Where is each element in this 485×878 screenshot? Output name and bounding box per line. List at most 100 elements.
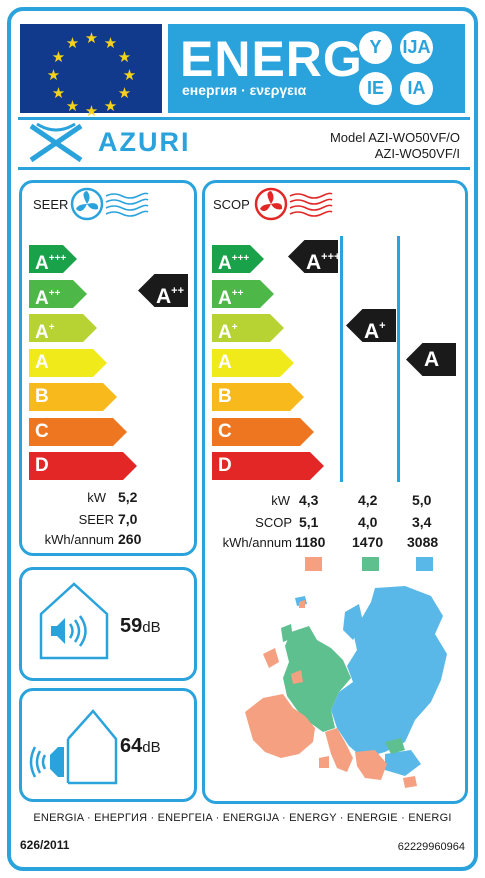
seer-class-arrow: A+ <box>29 314 97 343</box>
eu-star-icon: ★ <box>65 98 80 115</box>
scop-cold-annual: 3088 <box>407 534 439 550</box>
seer-seer-value: 7,0 <box>118 511 138 527</box>
scop-warm-kw: 4,3 <box>299 492 319 508</box>
seer-annual-label: kWh/annum <box>44 532 114 547</box>
energy-title: ENERG <box>180 31 363 87</box>
eu-star-icon: ★ <box>46 67 61 84</box>
indoor-noise-value: 59dB <box>120 615 161 638</box>
scop-average-result-class: A+ <box>346 309 396 343</box>
scop-warm-result-label: A+++ <box>306 251 341 274</box>
eu-star-icon: ★ <box>84 103 99 120</box>
seer-class-label: D <box>35 455 49 476</box>
eu-star-icon: ★ <box>51 85 66 102</box>
lang-code: Y <box>359 31 392 64</box>
column-divider <box>340 236 343 482</box>
eu-star-icon: ★ <box>103 35 118 52</box>
scop-class-arrow: C <box>212 417 314 446</box>
seer-panel <box>19 180 197 556</box>
scop-class-label: B <box>218 386 232 407</box>
scop-average-scop: 4,0 <box>358 514 378 530</box>
scop-class-arrow: D <box>212 452 324 480</box>
scop-kw-label: kW <box>271 493 290 508</box>
eu-star-icon: ★ <box>117 85 132 102</box>
warm-zone-swatch <box>305 557 322 571</box>
eu-star-icon: ★ <box>122 67 137 84</box>
scop-class-arrow: A <box>212 348 294 377</box>
seer-seer-label: SEER <box>78 512 114 527</box>
scop-annual-label: kWh/annum <box>222 535 292 550</box>
seer-class-arrow: C <box>29 417 127 446</box>
scop-average-kw: 4,2 <box>358 492 378 508</box>
outdoor-noise-panel <box>19 688 197 802</box>
scop-warm-annual: 1180 <box>295 534 326 550</box>
scop-warm-result-class: A+++ <box>288 240 341 274</box>
outdoor-unit-sound-icon <box>29 709 118 785</box>
seer-kw-value: 5,2 <box>118 489 138 505</box>
lang-code: IE <box>359 72 392 105</box>
indoor-db-number: 59 <box>120 615 143 637</box>
seer-class-arrow: D <box>29 452 137 480</box>
scop-class-arrow: A+ <box>212 314 284 343</box>
seer-class-arrow: A <box>29 348 107 377</box>
eu-star-icon: ★ <box>103 98 118 115</box>
scop-class-arrow: A++ <box>212 279 274 309</box>
scop-scop-label: SCOP <box>255 515 292 530</box>
seer-class-label: B <box>35 386 49 407</box>
scop-class-label: A+++ <box>218 253 250 274</box>
azuri-logo-icon <box>29 122 83 163</box>
outdoor-db-number: 64 <box>120 735 143 757</box>
eu-star-icon: ★ <box>84 30 99 47</box>
scop-average-annual: 1470 <box>352 534 384 550</box>
indoor-noise-panel <box>19 567 197 681</box>
outdoor-db-unit: dB <box>142 739 161 756</box>
seer-class-label: A <box>35 351 49 373</box>
cold-zone-swatch <box>416 557 433 571</box>
divider <box>18 117 470 120</box>
label-frame <box>7 7 478 871</box>
lang-code: IA <box>400 72 433 105</box>
seer-class-arrow: A++ <box>29 279 87 309</box>
eu-star-icon: ★ <box>117 49 132 66</box>
scop-class-arrow: A+++ <box>212 245 264 274</box>
eu-star-icon: ★ <box>65 35 80 52</box>
lang-code: IJA <box>400 31 433 64</box>
seer-class-arrow: B <box>29 383 117 411</box>
scop-panel <box>202 180 468 804</box>
scop-average-result-label: A+ <box>364 320 386 343</box>
scop-cold-result-label: A <box>424 348 440 371</box>
scop-class-label: A+ <box>218 322 238 343</box>
outdoor-noise-value: 64dB <box>120 735 161 758</box>
average-zone-swatch <box>362 557 379 571</box>
serial-number: 62229960964 <box>397 841 465 853</box>
europe-climate-zone-map <box>245 586 447 788</box>
eu-flag: ★ ★ ★ ★ ★ ★ ★ ★ ★ ★ ★ ★ <box>20 24 162 119</box>
energy-subtitle: енергия · ενεργεια <box>182 82 307 98</box>
scop-title: SCOP <box>213 197 250 212</box>
scop-class-label: C <box>218 420 232 442</box>
seer-annual-value: 260 <box>118 531 142 547</box>
cooling-fan-icon <box>70 187 149 221</box>
scop-class-label: D <box>218 455 232 476</box>
seer-class-label: A++ <box>35 287 61 309</box>
scop-cold-kw: 5,0 <box>412 492 432 508</box>
seer-class-label: A+ <box>35 322 55 343</box>
scop-class-label: A++ <box>218 287 244 309</box>
eu-star-icon: ★ <box>51 49 66 66</box>
seer-result-class: A++ <box>138 274 188 308</box>
scop-class-arrow: B <box>212 383 304 411</box>
heating-fan-icon <box>254 187 333 221</box>
scop-cold-result-class: A <box>406 343 456 376</box>
indoor-unit-sound-icon <box>39 582 109 660</box>
seer-class-arrow: A+++ <box>29 245 77 274</box>
model-outdoor: Model AZI-WO50VF/O <box>329 130 460 145</box>
seer-class-label: A+++ <box>35 253 67 274</box>
indoor-db-unit: dB <box>142 619 161 636</box>
scop-class-label: A <box>218 351 232 373</box>
footer-languages: ENERGIA · ЕНЕРГИЯ · ΕΝΕΡΓΕΙΑ · ENERGIJA … <box>33 812 452 824</box>
regulation-number: 626/2011 <box>20 838 70 852</box>
scop-warm-scop: 5,1 <box>299 514 319 530</box>
seer-kw-label: kW <box>87 490 106 505</box>
brand-name: AZURI <box>98 127 191 157</box>
seer-result-label: A++ <box>156 285 185 308</box>
divider <box>18 167 470 170</box>
